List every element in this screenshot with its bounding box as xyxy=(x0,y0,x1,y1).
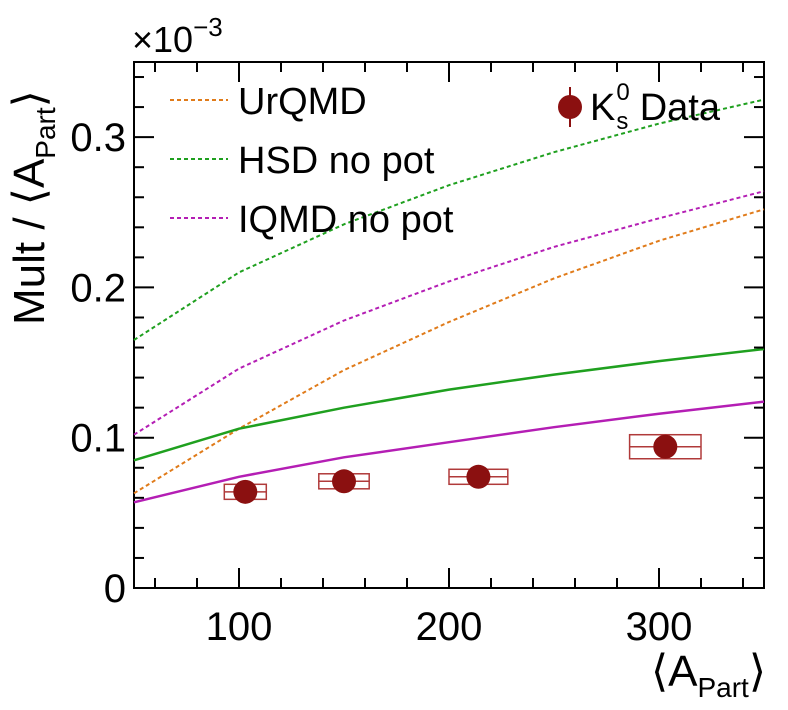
data-point xyxy=(233,479,258,504)
data-points xyxy=(223,433,702,504)
exponent-power: −3 xyxy=(193,12,223,42)
series-line-urqmd xyxy=(133,208,765,495)
y-axis-label-close: ⟩ xyxy=(5,90,54,107)
series-line-solid-4 xyxy=(133,400,765,504)
series-line-iqmd-no-pot xyxy=(133,190,765,436)
x-axis-label-close: ⟩ xyxy=(749,647,766,696)
series-line-solid-3 xyxy=(133,347,765,462)
legend: UrQMD HSD no pot IQMD no pot Ks0 Data xyxy=(170,79,721,241)
legend-data-marker xyxy=(558,95,582,119)
y-tick-label: 0.2 xyxy=(70,266,126,310)
series-line-hsd-no-pot xyxy=(133,98,765,341)
model-curves xyxy=(133,98,765,504)
plot-frame xyxy=(133,61,765,589)
exponent-label: ×10−3 xyxy=(132,12,223,60)
data-point xyxy=(653,434,678,459)
x-tick-label: 200 xyxy=(416,605,483,649)
y-tick-label: 0.3 xyxy=(70,116,126,160)
x-axis-label-sub: Part xyxy=(697,672,749,703)
y-tick-label: 0.1 xyxy=(70,417,126,461)
y-axis-label-sub: Part xyxy=(30,107,61,159)
data-point xyxy=(332,469,356,494)
axes: 100 200 300 0 0.1 0.2 0.3 xyxy=(70,62,764,649)
x-axis-label: ⟨APart⟩ xyxy=(651,647,766,703)
x-tick-label: 100 xyxy=(206,605,273,649)
legend-label: UrQMD xyxy=(238,81,367,123)
legend-label: IQMD no pot xyxy=(238,199,454,241)
legend-data-label: Ks0 Data xyxy=(590,79,721,135)
x-tick-label: 300 xyxy=(626,605,693,649)
y-axis-label: Mult / ⟨APart⟩ xyxy=(5,90,61,325)
legend-label: HSD no pot xyxy=(238,140,435,182)
y-tick-label: 0 xyxy=(104,567,126,611)
data-point xyxy=(466,464,491,489)
